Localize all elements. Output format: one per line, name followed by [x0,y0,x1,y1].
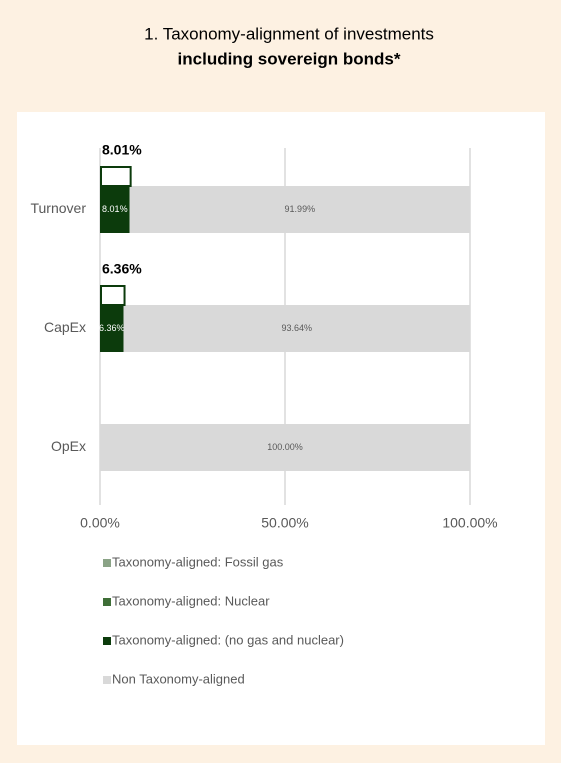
bar-segment [123,305,471,352]
x-tick-label: 50.00% [261,515,308,531]
legend-label: Taxonomy-aligned: (no gas and nuclear) [112,632,344,647]
total-label: 6.36% [102,261,142,277]
x-tick-label: 100.00% [442,515,497,531]
legend-swatch [103,637,111,645]
data-label: 93.64% [282,323,313,333]
bar-segment [100,305,124,352]
x-tick-label: 0.00% [80,515,120,531]
y-tick-label: CapEx [44,319,86,335]
data-label: 6.36% [99,323,125,333]
data-label: 8.01% [102,204,128,214]
chart-title-bold: including sovereign bonds* [178,49,401,68]
legend-swatch [103,676,111,684]
legend-label: Non Taxonomy-aligned [112,671,245,686]
y-tick-label: Turnover [30,200,86,216]
legend-swatch [103,559,111,567]
data-label: 100.00% [267,442,303,452]
legend-swatch [103,598,111,606]
total-box [100,285,126,306]
bar-segment [129,186,470,233]
total-box [100,166,132,187]
legend-label: Taxonomy-aligned: Nuclear [112,593,270,608]
total-label: 8.01% [102,142,142,158]
y-tick-label: OpEx [51,438,86,454]
chart-title: 1. Taxonomy-alignment of investments [144,24,434,43]
legend-label: Taxonomy-aligned: Fossil gas [112,554,284,569]
bar-segment [100,186,130,233]
bar-segment [100,424,470,471]
data-label: 91.99% [285,204,316,214]
